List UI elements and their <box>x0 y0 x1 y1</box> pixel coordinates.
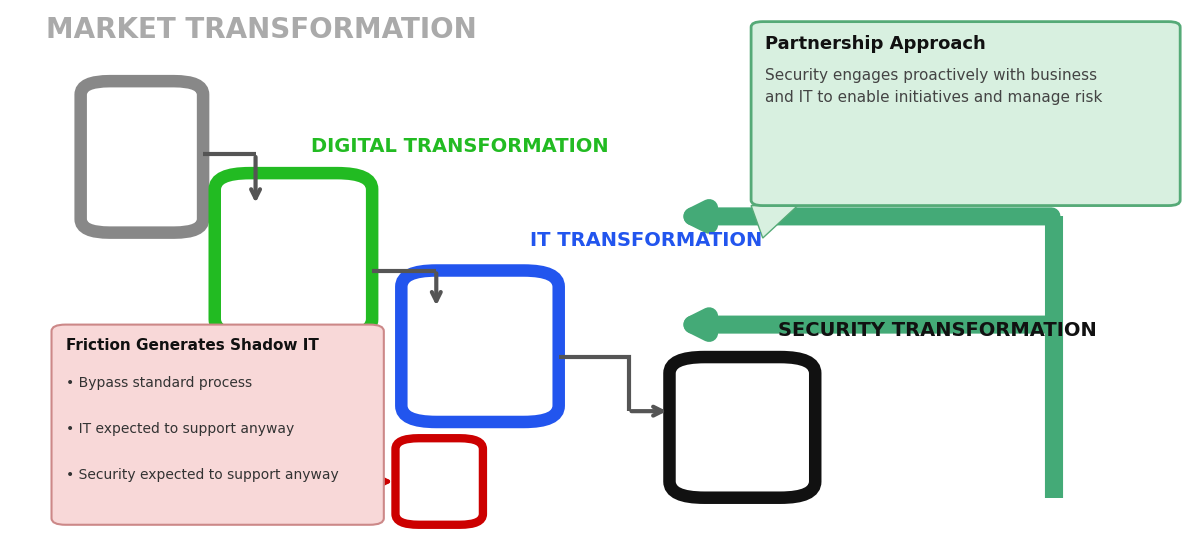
FancyBboxPatch shape <box>52 325 384 525</box>
Text: • Bypass standard process: • Bypass standard process <box>66 376 252 390</box>
FancyBboxPatch shape <box>670 357 815 498</box>
Polygon shape <box>751 206 798 238</box>
Text: • Security expected to support anyway: • Security expected to support anyway <box>66 468 338 482</box>
Text: • IT expected to support anyway: • IT expected to support anyway <box>66 422 294 436</box>
Text: Security engages proactively with business
and IT to enable initiatives and mana: Security engages proactively with busine… <box>766 68 1103 105</box>
FancyBboxPatch shape <box>396 438 482 525</box>
FancyBboxPatch shape <box>401 270 559 422</box>
Polygon shape <box>262 308 384 368</box>
FancyBboxPatch shape <box>80 81 203 233</box>
FancyBboxPatch shape <box>215 173 372 335</box>
Text: MARKET TRANSFORMATION: MARKET TRANSFORMATION <box>46 16 476 44</box>
Text: SECURITY TRANSFORMATION: SECURITY TRANSFORMATION <box>779 320 1097 340</box>
Text: IT TRANSFORMATION: IT TRANSFORMATION <box>530 231 762 250</box>
FancyBboxPatch shape <box>751 22 1180 206</box>
Text: DIGITAL TRANSFORMATION: DIGITAL TRANSFORMATION <box>311 136 608 156</box>
Text: Friction Generates Shadow IT: Friction Generates Shadow IT <box>66 338 318 353</box>
Text: Partnership Approach: Partnership Approach <box>766 35 986 53</box>
